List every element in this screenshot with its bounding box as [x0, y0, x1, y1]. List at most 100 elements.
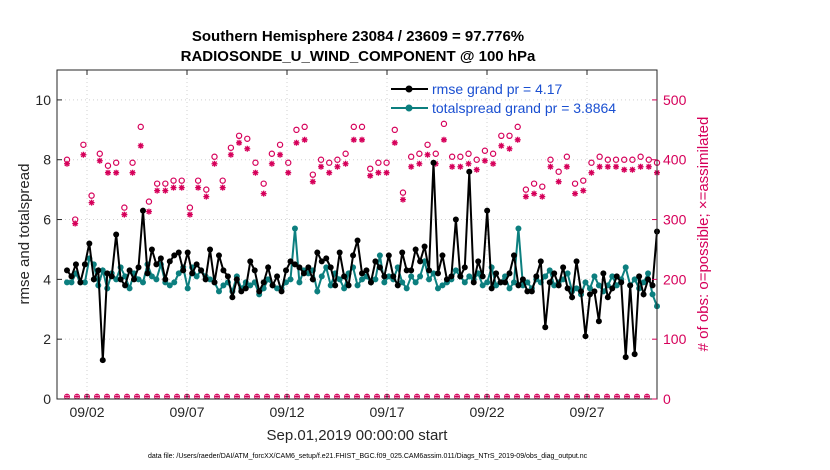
obs-possible-point: [227, 144, 235, 151]
rmse-point: [117, 276, 124, 283]
rmse-point: [426, 267, 433, 274]
obs-assimilated-point: [309, 178, 316, 185]
obs-assimilated-point: [424, 151, 431, 158]
obs-assimilated-point: [506, 145, 513, 152]
rmse-point: [434, 270, 441, 277]
rmse-point: [510, 252, 517, 259]
rmse-point: [475, 258, 482, 265]
y-tick-label: 10: [35, 92, 51, 108]
rmse-point: [287, 258, 294, 265]
obs-zero-assimilated-point: [134, 394, 140, 400]
obs-zero-assimilated-point: [514, 394, 520, 400]
obs-possible-point: [612, 156, 620, 163]
obs-possible-point: [342, 150, 349, 157]
obs-zero-assimilated-point: [404, 394, 410, 400]
spread-point: [341, 285, 348, 292]
rmse-point: [229, 294, 236, 301]
obs-possible-point: [235, 132, 243, 139]
spread-point: [68, 279, 75, 286]
spread-point: [452, 267, 459, 274]
obs-zero-assimilated-point: [394, 394, 400, 400]
rmse-point: [376, 264, 383, 271]
rmse-point: [180, 267, 187, 274]
rmse-point: [359, 270, 365, 277]
rmse-point: [350, 252, 357, 259]
rmse-point: [560, 264, 567, 271]
rmse-point: [242, 285, 249, 292]
obs-possible-point: [539, 183, 546, 190]
rmse-point: [551, 270, 558, 277]
rmse-point: [274, 273, 281, 280]
obs-assimilated-point: [621, 166, 628, 173]
obs-assimilated-point: [563, 163, 570, 170]
obs-possible-point: [547, 156, 554, 163]
x-tick-label: 09/22: [469, 404, 504, 420]
spread-point: [542, 273, 549, 280]
rmse-point: [461, 264, 468, 271]
obs-possible-point: [489, 150, 497, 157]
obs-possible-point: [563, 153, 571, 160]
spread-point: [564, 270, 571, 277]
rmse-point: [269, 282, 276, 289]
spread-point: [439, 282, 446, 289]
rmse-point: [265, 264, 272, 271]
rmse-point: [649, 282, 656, 289]
spread-point: [595, 282, 602, 289]
spread-point: [591, 273, 598, 280]
obs-assimilated-point: [383, 169, 390, 176]
x-tick-label: 09/12: [269, 404, 304, 420]
rmse-point: [278, 288, 285, 295]
rmse-point: [595, 318, 602, 325]
rmse-point: [421, 243, 428, 250]
rmse-point: [131, 276, 138, 283]
rmse-point: [604, 294, 611, 301]
rmse-point: [327, 264, 334, 271]
obs-assimilated-point: [375, 169, 382, 176]
spread-point: [466, 273, 473, 280]
obs-assimilated-point: [121, 211, 128, 218]
obs-assimilated-point: [72, 220, 79, 227]
rmse-point: [309, 276, 316, 283]
spread-point: [506, 285, 513, 292]
obs-possible-point: [268, 150, 276, 157]
obs-possible-point: [448, 153, 456, 160]
rmse-point: [591, 288, 598, 295]
y-tick-label-right: 200: [663, 271, 687, 287]
rmse-point: [77, 279, 84, 286]
obs-zero-assimilated-point: [274, 394, 280, 400]
obs-zero-assimilated-point: [604, 394, 610, 400]
obs-zero-assimilated-point: [524, 394, 530, 400]
obs-assimilated-point: [104, 169, 111, 176]
obs-assimilated-point: [137, 142, 144, 149]
obs-zero-assimilated-point: [294, 394, 300, 400]
rmse-point: [247, 258, 254, 265]
obs-possible-point: [571, 180, 579, 187]
obs-possible-point: [104, 162, 112, 169]
spread-point: [631, 276, 638, 283]
obs-possible-point: [137, 123, 144, 131]
obs-assimilated-point: [88, 199, 95, 206]
y-tick-label: 6: [43, 212, 51, 228]
rmse-point: [68, 273, 75, 280]
obs-assimilated-point: [399, 196, 406, 203]
obs-possible-point: [260, 180, 267, 187]
x-axis-label: Sep.01,2019 00:00:00 start: [267, 427, 449, 444]
spread-point: [412, 279, 419, 286]
rmse-point: [533, 273, 540, 280]
obs-zero-assimilated-point: [354, 394, 360, 400]
chart-subtitle: RADIOSONDE_U_WIND_COMPONENT @ 100 hPa: [181, 48, 536, 65]
spread-point: [135, 276, 142, 283]
obs-assimilated-point: [572, 190, 579, 197]
rmse-point: [412, 246, 419, 253]
spread-point: [113, 276, 120, 283]
obs-assimilated-point: [596, 163, 603, 170]
obs-assimilated-point: [481, 157, 488, 164]
rmse-point: [470, 279, 477, 286]
spread-point: [385, 273, 392, 280]
obs-zero-assimilated-point: [324, 394, 330, 400]
obs-assimilated-point: [244, 145, 251, 152]
obs-assimilated-point: [285, 169, 292, 176]
obs-zero-assimilated-point: [194, 394, 200, 400]
obs-possible-point: [88, 192, 95, 199]
